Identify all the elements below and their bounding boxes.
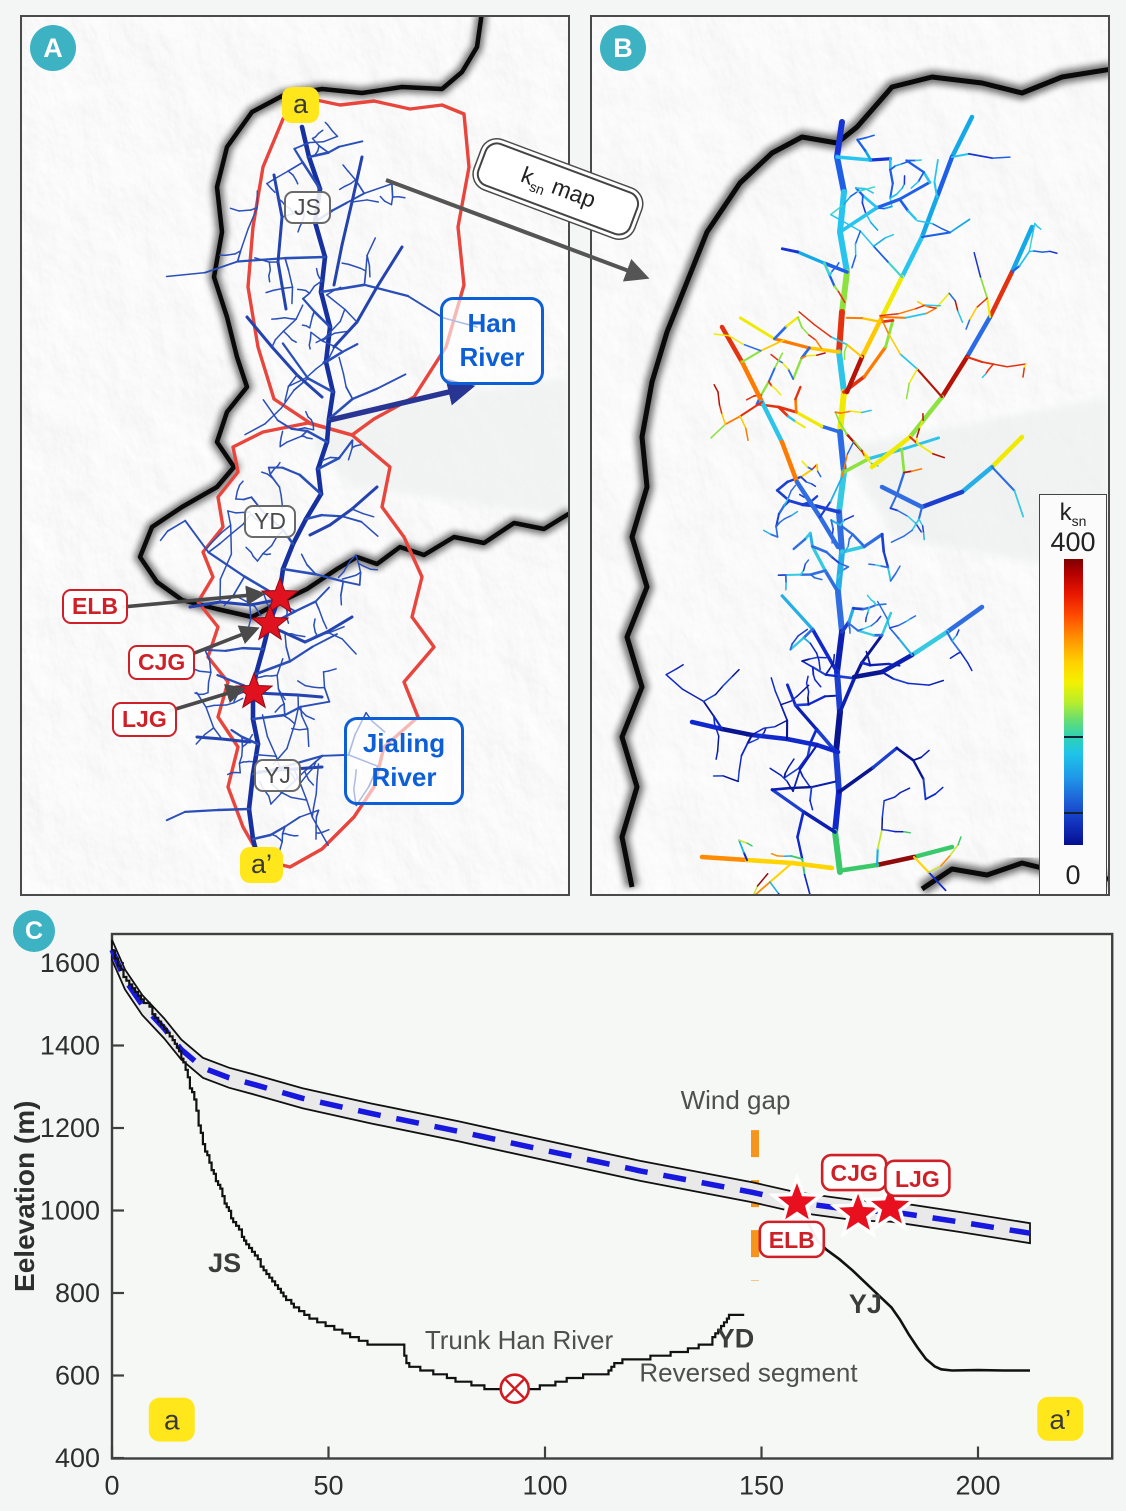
paleo-profile-band	[111, 939, 1031, 1245]
y-tick-label: 1600	[40, 948, 100, 978]
svg-text:CJG: CJG	[831, 1160, 878, 1186]
x-tick-label: 50	[313, 1471, 343, 1501]
annotation-yj: YJ	[849, 1289, 882, 1319]
river-label-jialing: Jialing River	[344, 717, 464, 805]
y-tick-label: 800	[55, 1278, 100, 1308]
basin-label-js: JS	[284, 191, 331, 224]
x-tick-label: 150	[739, 1471, 784, 1501]
knickpoint-star-elb	[768, 1173, 826, 1228]
annotation-wind-gap: Wind gap	[681, 1085, 791, 1115]
colorbar-title: ksn	[1059, 499, 1087, 529]
panel-c-elevation-profile: 400 600 800 1000 1200 1400 1600 0 50 100 150 200 Eel…	[0, 905, 1126, 1511]
colorbar-title-subscript: sn	[1071, 512, 1087, 529]
y-tick-label: 400	[55, 1443, 100, 1473]
profile-endpoint-a-prime: a’	[1037, 1396, 1084, 1441]
panel-c-badge: C	[13, 910, 55, 952]
annotation-trunk-han-river: Trunk Han River	[425, 1325, 614, 1355]
capture-point-marker	[499, 1373, 530, 1405]
colorbar-tick	[1064, 736, 1083, 738]
plot-frame	[110, 932, 1114, 1460]
basin-label-yd: YD	[244, 505, 296, 538]
basin-label-yj: YJ	[254, 759, 301, 792]
profile-label-elb: ELB	[758, 1220, 826, 1259]
panel-a-terrain-svg	[22, 17, 568, 894]
profile-chart-svg: 400 600 800 1000 1200 1400 1600 0 50 100 150 200 Eel…	[9, 932, 1114, 1501]
annotation-js: JS	[208, 1248, 241, 1278]
annotation-reversed-segment: Reversed segment	[639, 1358, 858, 1388]
y-tick-label: 1400	[40, 1031, 100, 1061]
y-tick-label: 600	[55, 1361, 100, 1391]
svg-text:a’: a’	[1049, 1404, 1071, 1435]
panel-b-terrain-svg	[592, 17, 1108, 894]
y-axis-label: Eelevation (m)	[9, 1101, 40, 1292]
panel-a-badge: A	[30, 25, 76, 71]
knickpoint-label-ljg: LJG	[112, 702, 177, 737]
river-label-han: Han River	[440, 297, 544, 385]
profile-endpoint-a: a	[148, 1397, 195, 1442]
annotation-yd: YD	[717, 1323, 755, 1353]
colorbar-tick	[1064, 812, 1083, 814]
trunk-han-river-profile	[111, 948, 745, 1391]
colorbar-max-value: 400	[1050, 526, 1096, 557]
panel-b-ksn-map: B ksn 400 0	[590, 15, 1110, 896]
x-tick-label: 200	[955, 1471, 1000, 1501]
y-tick-label: 1000	[40, 1196, 100, 1226]
colorbar-gradient	[1064, 559, 1083, 845]
x-tick-label: 0	[104, 1471, 119, 1501]
knickpoint-label-elb: ELB	[62, 589, 128, 624]
y-tick-label: 1200	[40, 1113, 100, 1143]
svg-text:ELB: ELB	[769, 1227, 815, 1253]
knickpoint-star-ljg	[861, 1177, 919, 1232]
svg-text:LJG: LJG	[895, 1166, 940, 1192]
knickpoint-label-cjg: CJG	[128, 645, 196, 680]
profile-label-cjg: CJG	[820, 1153, 888, 1192]
panel-b-badge: B	[600, 25, 646, 71]
colorbar-min-value: 0	[1065, 860, 1081, 890]
panel-a-map: A a a’ JS YD YJ ELB CJG LJG Han River Ji…	[20, 15, 570, 896]
profile-end-marker-a-prime: a’	[240, 847, 284, 883]
svg-text:a: a	[164, 1405, 180, 1436]
profile-start-marker-a: a	[282, 87, 320, 123]
profile-label-ljg: LJG	[884, 1159, 951, 1198]
x-tick-label: 100	[522, 1471, 567, 1501]
ksn-colorbar: ksn 400 0	[1039, 494, 1107, 894]
